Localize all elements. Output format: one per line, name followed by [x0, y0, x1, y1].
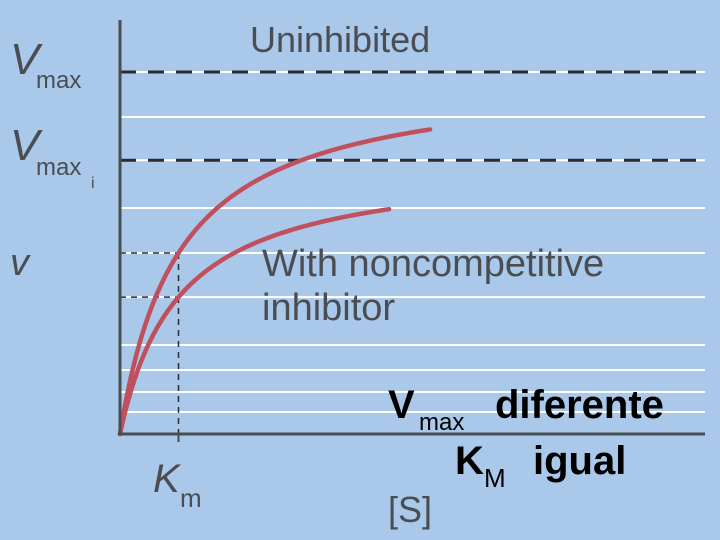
inhibitor-label-line2: inhibitor	[262, 287, 395, 329]
caption-vmax: V	[388, 383, 415, 427]
uninhibited-label: Uninhibited	[250, 19, 430, 60]
x-axis-label: [S]	[388, 489, 432, 530]
km-tick-label: K	[153, 457, 182, 501]
series-curve	[117, 206, 392, 437]
series-curve	[117, 127, 433, 437]
y-axis-label: v	[10, 242, 31, 284]
km-tick-label-sub: m	[180, 483, 202, 513]
caption-vmax-sub: max	[419, 409, 464, 436]
vmaxi-label-sub: max	[36, 154, 81, 181]
caption-km-text: igual	[533, 439, 626, 483]
inhibitor-label-line1: With noncompetitive	[262, 243, 604, 285]
curves	[117, 127, 433, 437]
vmaxi-label-subsub: i	[91, 175, 95, 192]
vmax-reference-lines	[120, 70, 705, 162]
axes	[118, 20, 705, 436]
vmax-label-sub: max	[36, 67, 81, 94]
vmax-label: V	[10, 35, 43, 84]
caption-vmax-text: diferente	[495, 383, 664, 427]
caption-km-sub: M	[484, 463, 506, 493]
vmaxi-label: V	[10, 121, 43, 170]
caption-km: K	[455, 439, 484, 483]
half-vmax-guides	[120, 252, 705, 442]
